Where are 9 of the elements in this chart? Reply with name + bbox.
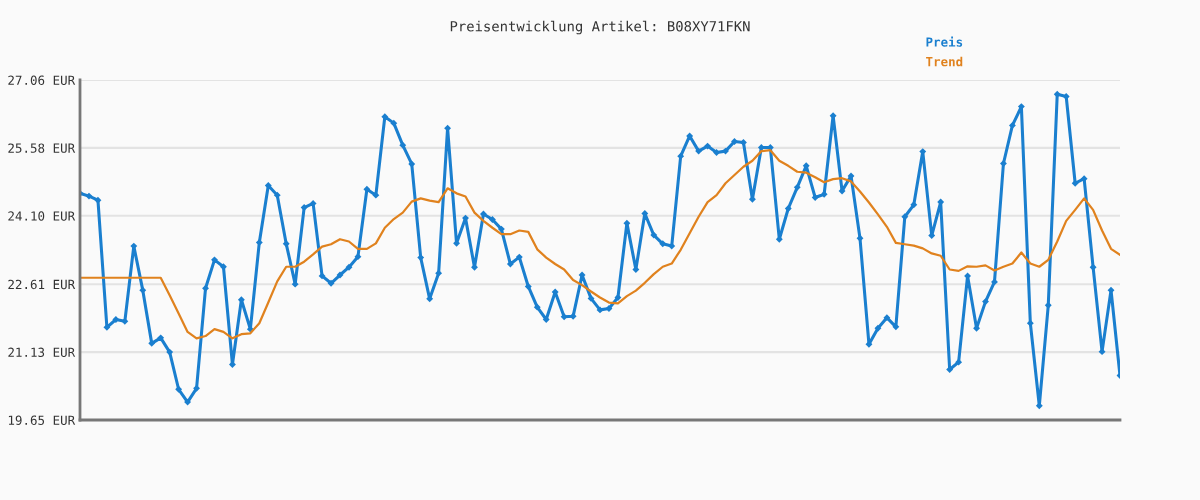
text: Preis (926, 36, 963, 47)
y-tick-label: 24.10 EUR (8, 211, 76, 221)
text: Trend (926, 56, 963, 67)
y-tick-label: 25.58 EUR (8, 143, 76, 153)
y-tick-label: 22.61 EUR (8, 279, 76, 290)
y-tick-label: 27.06 EUR (8, 75, 76, 85)
y-tick-label: 19.65 EUR (8, 415, 76, 425)
y-tick-label: 21.13 EUR (8, 347, 76, 358)
chart-title: Preisentwicklung Artikel: B08XY71FKN (450, 20, 750, 35)
